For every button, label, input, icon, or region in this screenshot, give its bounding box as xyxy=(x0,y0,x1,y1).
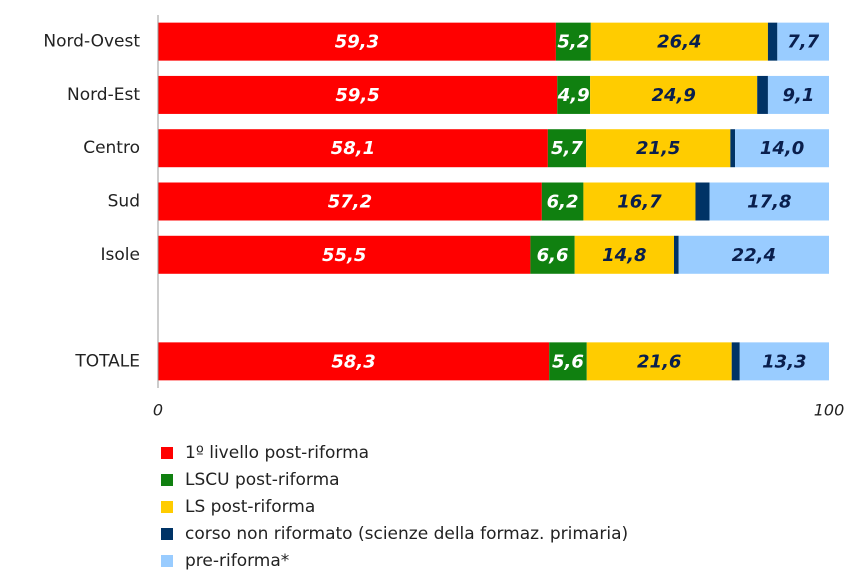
value-label: 58,1 xyxy=(331,138,375,159)
value-label: 59,3 xyxy=(335,32,379,53)
bar-segment xyxy=(547,129,587,168)
value-label: 22,4 xyxy=(732,245,776,266)
bar-segment xyxy=(158,235,531,274)
legend-label: corso non riformato (scienze della forma… xyxy=(185,524,628,544)
bar-segment xyxy=(583,182,696,221)
bar-segment xyxy=(673,235,679,274)
legend-swatch xyxy=(161,474,173,486)
value-label: 5,6 xyxy=(552,351,584,372)
value-label: 57,2 xyxy=(328,192,372,213)
value-label: 17,8 xyxy=(747,192,791,213)
bar-segment xyxy=(158,182,542,221)
x-tick-label: 0 xyxy=(153,401,163,420)
legend-swatch xyxy=(161,528,173,540)
category-label: Centro xyxy=(83,138,140,158)
value-label: 6,6 xyxy=(537,245,569,266)
legend-label: LS post-riforma xyxy=(185,497,315,517)
bar-segment xyxy=(709,182,829,221)
value-label: 5,2 xyxy=(557,32,589,53)
legend-label: LSCU post-riforma xyxy=(185,470,340,490)
bar-segment xyxy=(695,182,710,221)
value-label: 6,2 xyxy=(547,192,579,213)
legend-label: pre-riforma* xyxy=(185,551,289,571)
bar-segment xyxy=(731,342,740,381)
bar-segment xyxy=(574,235,674,274)
bar-segment xyxy=(590,75,758,114)
bar-segment xyxy=(158,75,558,114)
bar-segment xyxy=(757,75,768,114)
value-label: 13,3 xyxy=(762,351,806,372)
bar-segment xyxy=(767,75,829,114)
category-label: Isole xyxy=(101,245,140,265)
value-label: 4,9 xyxy=(557,85,590,106)
category-label: Sud xyxy=(108,192,140,212)
bar-segment xyxy=(739,342,829,381)
bar-segment xyxy=(590,22,768,61)
bar-segment xyxy=(730,129,736,168)
bar-segment xyxy=(557,75,591,114)
value-label: 7,7 xyxy=(787,32,819,53)
value-label: 26,4 xyxy=(657,32,701,53)
category-label: Nord-Ovest xyxy=(43,32,140,52)
bar-segment xyxy=(777,22,829,61)
value-label: 14,8 xyxy=(602,245,646,266)
legend-swatch xyxy=(161,555,173,567)
value-label: 9,1 xyxy=(783,85,815,106)
bar-segment xyxy=(586,342,732,381)
x-tick-label: 100 xyxy=(814,401,845,420)
legend-label: 1º livello post-riforma xyxy=(185,443,369,463)
category-label: TOTALE xyxy=(74,351,140,371)
value-label: 21,5 xyxy=(636,138,680,159)
value-label: 21,6 xyxy=(637,351,681,372)
bar-segment xyxy=(555,22,591,61)
bar-segment xyxy=(158,129,548,168)
value-label: 5,7 xyxy=(551,138,583,159)
bar-segment xyxy=(735,129,829,168)
bar-segment xyxy=(158,342,550,381)
value-label: 24,9 xyxy=(651,85,695,106)
value-label: 58,3 xyxy=(331,351,375,372)
value-label: 16,7 xyxy=(617,192,662,213)
category-label: Nord-Est xyxy=(67,85,140,105)
bar-segment xyxy=(541,182,584,221)
value-label: 14,0 xyxy=(760,138,804,159)
legend-swatch xyxy=(161,447,173,459)
bar-segment xyxy=(767,22,778,61)
bar-segment xyxy=(549,342,587,381)
bar-segment xyxy=(158,22,556,61)
bar-segment xyxy=(678,235,829,274)
bar-segment xyxy=(586,129,731,168)
value-label: 59,5 xyxy=(335,85,379,106)
legend-swatch xyxy=(161,501,173,513)
value-label: 55,5 xyxy=(322,245,366,266)
bar-segment xyxy=(530,235,575,274)
